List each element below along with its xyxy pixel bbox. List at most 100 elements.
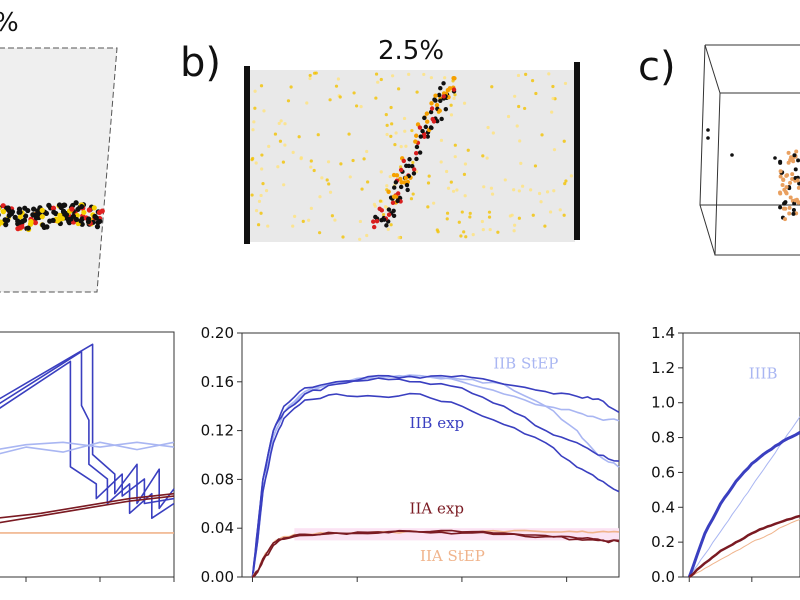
particle [451,87,457,92]
particle [446,186,451,190]
particle [276,165,280,169]
particle [31,206,37,212]
particle [790,172,795,177]
particle [371,219,376,224]
series-line-step_A [689,519,800,578]
particle [564,179,568,183]
particle [291,224,295,228]
series-line-step_B [0,441,175,455]
particle [794,149,799,154]
particle [289,85,293,89]
particle [393,143,397,147]
particle [428,109,434,115]
particle [25,225,31,231]
particle [336,77,341,81]
particle [254,161,258,165]
particle [405,187,410,193]
particle [410,164,415,169]
particle [301,219,305,223]
particle [351,158,355,163]
particle [61,202,67,208]
particle [453,155,457,159]
particle [12,214,18,220]
particle [508,214,512,218]
particle [385,132,389,137]
particle [379,77,383,82]
particle [792,153,797,158]
right-wall [574,62,580,240]
particle [0,206,2,211]
particle [251,128,255,132]
particle [283,143,287,147]
particle [308,76,312,81]
chart-b: 0.00 0.04 0.08 0.12 0.16 0.20 IIB StEP IIB exp I… [201,324,620,586]
particle [397,235,401,240]
particle [23,213,29,219]
particle [372,202,377,206]
plot-frame [241,332,620,578]
particle [19,224,25,230]
particle [398,167,404,173]
particle [438,98,443,103]
particle [433,93,438,98]
particle [407,157,412,162]
particle [519,161,523,165]
particle [330,214,334,218]
particle [417,125,423,130]
particle [403,129,407,133]
particle [385,184,389,188]
particle [354,104,359,108]
particle [384,113,388,117]
y-tick-label: 0.4 [651,498,675,516]
particle [431,119,437,124]
series-line-exp_B [687,431,800,578]
series-line-exp_A [0,492,175,519]
particle [545,190,550,194]
particle [781,206,786,211]
particle [778,174,783,179]
particle [391,172,397,178]
particle [435,228,439,232]
particle [73,216,80,223]
particle [253,89,257,93]
particle [787,205,792,210]
particle [786,150,791,155]
particle [399,145,403,149]
particle [381,213,386,217]
particle [791,207,796,212]
particle [488,228,492,232]
particle [534,91,538,96]
annotation-label: IIB StEP [493,354,558,372]
particle [374,72,379,76]
particle [347,132,351,136]
particle [382,217,387,222]
particle [784,185,789,190]
particle [434,102,440,108]
particle [395,198,400,204]
particle [93,215,99,221]
particle [445,217,449,221]
particle [463,162,468,166]
particle [547,72,551,76]
particle [97,218,103,224]
particle [390,122,394,126]
particle [422,72,426,77]
particle [463,194,467,198]
particle [325,178,329,182]
particle [466,148,470,152]
panel-b-strain-label: 2.5% [378,36,445,66]
particle [415,90,419,94]
particle [515,124,519,128]
particle [518,139,522,143]
particle [39,207,45,213]
particle [286,99,291,103]
particle [333,218,337,222]
particle [428,125,434,130]
particle [406,163,412,169]
particle [460,210,464,214]
particle [398,184,404,190]
particle [91,205,97,211]
particle [791,159,796,164]
y-tick-label: 0.12 [201,422,234,440]
particle [60,208,67,214]
